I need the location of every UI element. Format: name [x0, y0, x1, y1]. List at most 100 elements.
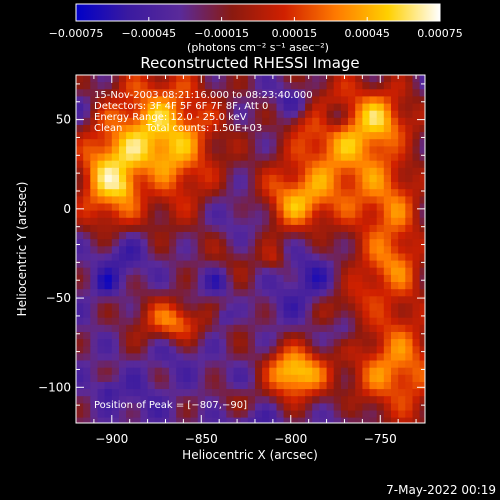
heatmap-cell: [226, 132, 234, 140]
heatmap-cell: [340, 239, 349, 247]
heatmap-cell: [383, 160, 392, 169]
heatmap-cell: [169, 389, 177, 397]
heatmap-cell: [133, 203, 141, 212]
heatmap-cell: [233, 339, 242, 347]
heatmap-cell: [76, 232, 84, 240]
heatmap-cell: [340, 196, 349, 204]
heatmap-cell: [197, 146, 206, 154]
heatmap-cell: [154, 410, 163, 419]
heatmap-cell: [319, 217, 328, 226]
heatmap-cell: [348, 282, 356, 290]
heatmap-cell: [76, 253, 84, 262]
heatmap-cell: [319, 267, 328, 276]
heatmap-cell: [183, 274, 192, 283]
heatmap-cell: [204, 174, 213, 183]
heatmap-cell: [369, 282, 378, 290]
heatmap-cell: [276, 160, 285, 169]
heatmap-cell: [419, 110, 425, 119]
heatmap-cell: [154, 332, 163, 340]
heatmap-cell: [405, 196, 413, 204]
heatmap-cell: [169, 382, 177, 390]
heatmap-cell: [76, 75, 84, 83]
heatmap-cell: [119, 210, 127, 219]
heatmap-cell: [355, 332, 363, 340]
heatmap-cell: [147, 303, 156, 311]
heatmap-cell: [197, 196, 206, 204]
heatmap-cell: [111, 253, 120, 262]
heatmap-cell: [290, 117, 299, 126]
heatmap-cell: [262, 360, 270, 369]
heatmap-cell: [140, 253, 149, 262]
heatmap-cell: [154, 117, 163, 126]
heatmap-cell: [111, 189, 120, 197]
heatmap-cell: [126, 396, 134, 404]
heatmap-cell: [233, 317, 242, 326]
heatmap-cell: [97, 303, 106, 311]
heatmap-cell: [76, 189, 84, 197]
heatmap-cell: [154, 282, 163, 290]
heatmap-cell: [212, 303, 220, 311]
heatmap-cell: [290, 296, 299, 304]
heatmap-cell: [376, 353, 385, 361]
heatmap-cell: [391, 132, 399, 140]
y-axis-label: Heliocentric Y (arcsec): [15, 182, 29, 317]
heatmap-cell: [305, 210, 313, 219]
heatmap-cell: [383, 267, 392, 276]
heatmap-cell: [212, 374, 220, 383]
heatmap-cell: [348, 253, 356, 262]
heatmap-cell: [212, 139, 220, 147]
heatmap-cell: [176, 346, 184, 354]
heatmap-cell: [269, 110, 277, 119]
heatmap-cell: [340, 389, 349, 397]
heatmap-cell: [76, 132, 84, 140]
heatmap-cell: [412, 239, 421, 247]
heatmap-cell: [104, 110, 113, 119]
heatmap-cell: [226, 239, 234, 247]
heatmap-cell: [276, 360, 285, 369]
heatmap-cell: [262, 374, 270, 383]
heatmap-cell: [154, 396, 163, 404]
heatmap-cell: [133, 125, 141, 133]
heatmap-cell: [161, 339, 170, 347]
heatmap-cell: [140, 210, 149, 219]
heatmap-cell: [355, 196, 363, 204]
heatmap-cell: [97, 282, 106, 290]
heatmap-cell: [398, 396, 406, 404]
heatmap-cell: [233, 182, 242, 190]
heatmap-cell: [333, 410, 342, 419]
heatmap-cell: [391, 274, 399, 283]
heatmap-cell: [262, 382, 270, 390]
heatmap-cell: [297, 324, 306, 333]
heatmap-cell: [276, 139, 285, 147]
heatmap-cell: [161, 267, 170, 276]
heatmap-cell: [90, 353, 98, 361]
heatmap-cell: [197, 167, 206, 176]
heatmap-cell: [104, 232, 113, 240]
heatmap-cell: [76, 274, 84, 283]
heatmap-cell: [391, 403, 399, 411]
heatmap-cell: [212, 117, 220, 126]
heatmap-cell: [111, 282, 120, 290]
heatmap-cell: [319, 332, 328, 340]
heatmap-cell: [262, 267, 270, 276]
heatmap-cell: [104, 139, 113, 147]
heatmap-cell: [290, 324, 299, 333]
heatmap-cell: [111, 182, 120, 190]
heatmap-cell: [333, 217, 342, 226]
heatmap-cell: [147, 382, 156, 390]
heatmap-cell: [376, 410, 385, 419]
heatmap-cell: [169, 117, 177, 126]
heatmap-cell: [176, 153, 184, 162]
heatmap-cell: [319, 110, 328, 119]
heatmap-cell: [362, 289, 371, 297]
heatmap-cell: [262, 125, 270, 133]
heatmap-cell: [183, 217, 192, 226]
heatmap-cell: [312, 374, 320, 383]
heatmap-cell: [262, 160, 270, 169]
heatmap-cell: [240, 389, 249, 397]
heatmap-cell: [276, 153, 285, 162]
heatmap-cell: [140, 324, 149, 333]
heatmap-cell: [319, 282, 328, 290]
heatmap-cell: [204, 353, 213, 361]
heatmap-cell: [226, 324, 234, 333]
